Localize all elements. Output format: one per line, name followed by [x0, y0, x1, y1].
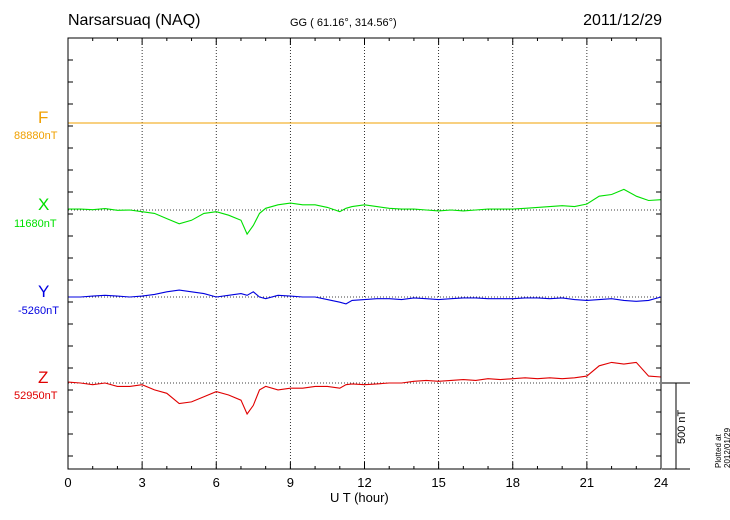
- x-tick-label: 18: [506, 475, 520, 490]
- series-line-z: [67, 361, 662, 416]
- x-tick-label: 24: [654, 475, 668, 490]
- x-tick-label: 15: [431, 475, 445, 490]
- x-tick-label: 0: [64, 475, 71, 490]
- scale-bar-label: 500 nT: [676, 409, 688, 444]
- component-baseline-x: 11680nT: [14, 218, 57, 230]
- component-letter-x: X: [38, 195, 50, 214]
- plotted-timestamp: Plotted at 2012/01/29 01:37 UT: [714, 427, 730, 468]
- x-tick-label: 21: [580, 475, 594, 490]
- x-tick-label: 3: [139, 475, 146, 490]
- component-baseline-z: 52950nT: [14, 390, 58, 402]
- geographic-coords: GG ( 61.16°, 314.56°): [290, 17, 397, 29]
- x-tick-label: 12: [357, 475, 371, 490]
- series-group: [67, 122, 662, 416]
- scale-bar: [662, 382, 690, 470]
- component-letter-z: Z: [38, 368, 49, 387]
- component-baseline-f: 88880nT: [14, 130, 58, 142]
- x-tick-labels: 0 3 6 9 12 15 18 21 24: [64, 475, 668, 490]
- component-letter-y: Y: [38, 282, 50, 301]
- series-line-y: [68, 289, 662, 305]
- series-line-x: [68, 188, 662, 236]
- x-tick-label: 9: [287, 475, 294, 490]
- plot-date: 2011/12/29: [583, 12, 662, 29]
- station-title: Narsarsuaq (NAQ): [68, 12, 201, 29]
- axis-ticks: [67, 38, 662, 469]
- x-tick-label: 6: [213, 475, 220, 490]
- component-letter-f: F: [38, 108, 49, 127]
- grid-lines: [141, 38, 588, 469]
- component-baseline-y: -5260nT: [18, 305, 59, 317]
- x-axis-title: U T (hour): [330, 490, 389, 505]
